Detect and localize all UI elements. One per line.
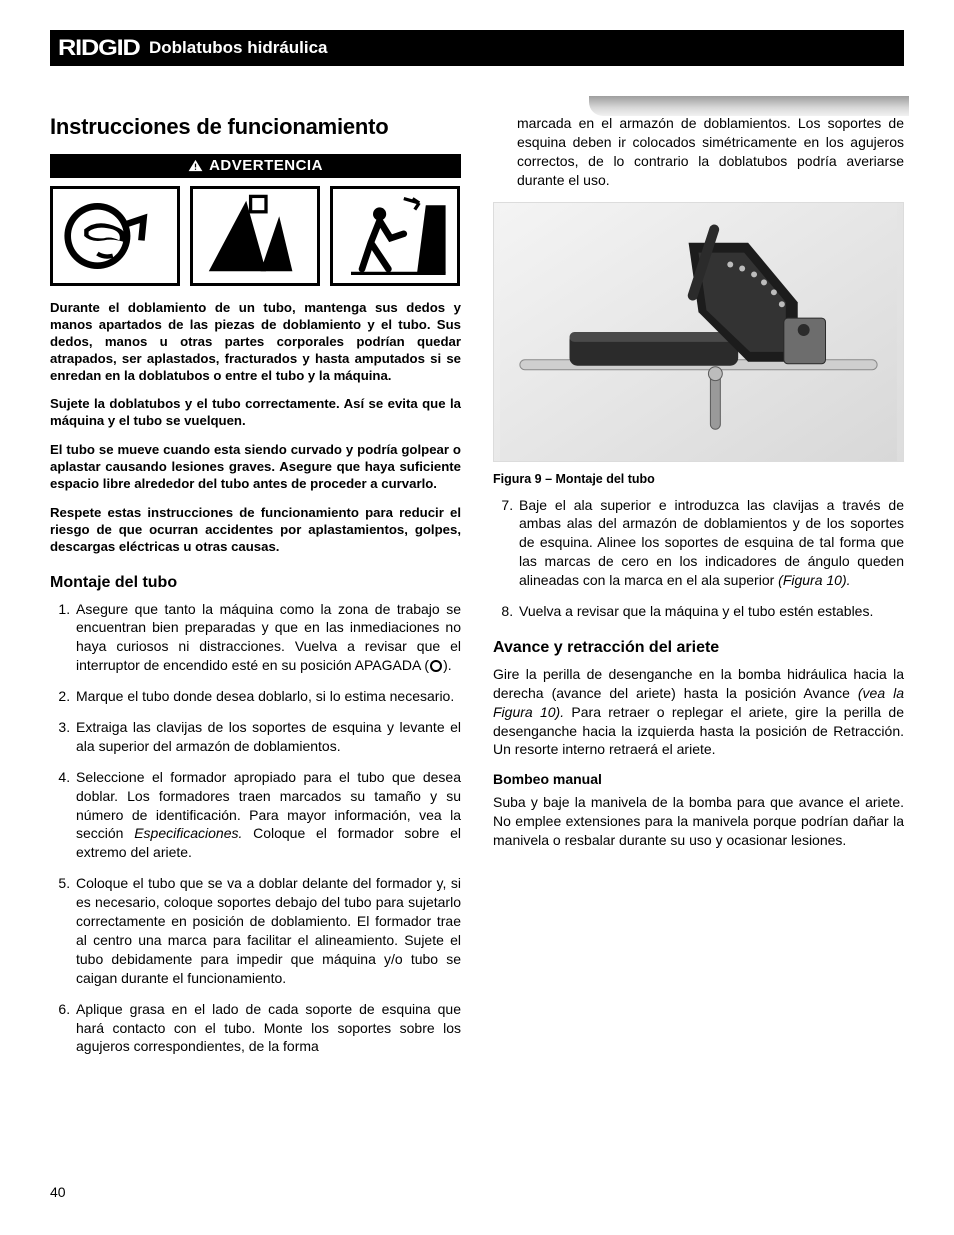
step-italic: (Figura 10). bbox=[778, 572, 850, 588]
header-title: Doblatubos hidráulica bbox=[135, 38, 328, 58]
step-item: Aplique grasa en el lado de cada soporte… bbox=[74, 1000, 461, 1057]
warning-paragraph: Respete estas instrucciones de funcionam… bbox=[50, 505, 461, 556]
header-gradient-tail bbox=[589, 96, 909, 116]
off-symbol-icon bbox=[430, 660, 442, 672]
advance-paragraph: Gire la perilla de desenganche en la bom… bbox=[493, 665, 904, 759]
manual-paragraph: Suba y baje la manivela de la bomba para… bbox=[493, 793, 904, 850]
brand-logo: RIDGID bbox=[58, 35, 147, 61]
advance-heading: Avance y retracción del ariete bbox=[493, 639, 904, 657]
eye-protection-icon bbox=[50, 186, 180, 286]
figure-9-caption: Figura 9 – Montaje del tubo bbox=[493, 472, 904, 486]
step-italic: Especificaciones. bbox=[134, 825, 242, 841]
page-body: Instrucciones de funcionamiento ADVERTEN… bbox=[0, 66, 954, 1184]
manual-subhead: Bombeo manual bbox=[493, 771, 904, 787]
figure-9: Figura 9 – Montaje del tubo bbox=[493, 202, 904, 486]
pinch-hazard-icon bbox=[190, 186, 320, 286]
step-item: Seleccione el formador apropiado para el… bbox=[74, 768, 461, 862]
step-continuation: marcada en el armazón de doblamientos. L… bbox=[493, 114, 904, 190]
step-item: Coloque el tubo que se va a doblar delan… bbox=[74, 874, 461, 987]
mount-steps-list: Asegure que tanto la máquina como la zon… bbox=[50, 600, 461, 1057]
step-text-tail: ). bbox=[443, 657, 452, 673]
figure-9-image bbox=[493, 202, 904, 462]
warning-paragraph: Durante el doblamiento de un tubo, mante… bbox=[50, 300, 461, 384]
step-item: Extraiga las clavijas de los soportes de… bbox=[74, 718, 461, 756]
warning-label: ADVERTENCIA bbox=[209, 157, 323, 174]
para-text: Gire la perilla de desenganche en la bom… bbox=[493, 666, 904, 701]
warning-paragraph: Sujete la doblatubos y el tubo correctam… bbox=[50, 396, 461, 430]
warning-triangle-icon bbox=[188, 159, 203, 172]
step-item: Asegure que tanto la máquina como la zon… bbox=[74, 600, 461, 676]
page-header: RIDGID Doblatubos hidráulica bbox=[50, 30, 904, 66]
warning-icon-row bbox=[50, 186, 461, 286]
page-number: 40 bbox=[0, 1184, 954, 1220]
mount-steps-list-continued: Baje el ala superior e introduzca las cl… bbox=[493, 496, 904, 621]
section-title: Instrucciones de funcionamiento bbox=[50, 114, 461, 140]
warning-paragraph: El tubo se mueve cuando esta siendo curv… bbox=[50, 442, 461, 493]
step-item: Vuelva a revisar que la máquina y el tub… bbox=[517, 602, 904, 621]
step-item: Marque el tubo donde desea doblarlo, si … bbox=[74, 687, 461, 706]
mount-heading: Montaje del tubo bbox=[50, 574, 461, 592]
step-item: Baje el ala superior e introduzca las cl… bbox=[517, 496, 904, 590]
step-text: Asegure que tanto la máquina como la zon… bbox=[76, 601, 461, 674]
warning-banner: ADVERTENCIA bbox=[50, 154, 461, 178]
tip-over-hazard-icon bbox=[330, 186, 460, 286]
